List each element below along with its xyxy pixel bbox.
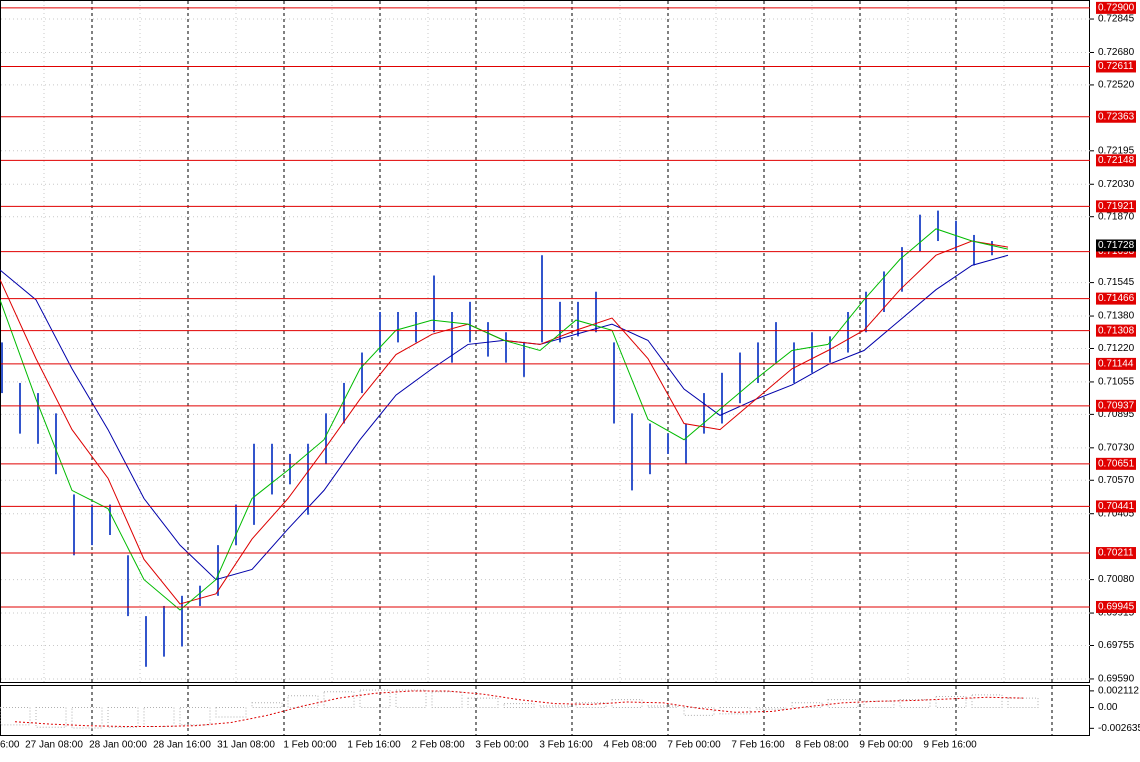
osc-bar [971,694,1003,709]
level-label-box [1096,60,1136,73]
level-label: 0.71698 [1098,246,1135,257]
osc-y-tick-label: 0.00 [1098,702,1118,713]
x-tick-label: 6:00 [0,740,20,751]
level-label: 0.72363 [1098,111,1135,122]
osc-bar [323,691,355,709]
y-tick-label: 0.71055 [1098,377,1135,388]
osc-bar [791,702,823,709]
x-tick-label: 2 Feb 08:00 [411,740,465,751]
y-tick-label: 0.72195 [1098,145,1135,156]
x-tick-label: 27 Jan 08:00 [25,740,83,751]
level-label: 0.70211 [1098,548,1134,559]
moving-average [0,228,1009,611]
x-tick-label: 3 Feb 16:00 [539,740,593,751]
osc-bar [683,707,715,716]
osc-bar [503,703,535,709]
osc-bar [431,691,463,709]
y-tick-label: 0.71380 [1098,311,1135,322]
level-label: 0.72611 [1098,61,1134,72]
level-label-box [1096,547,1136,560]
x-tick-label: 7 Feb 00:00 [667,740,721,751]
osc-bar [827,699,859,709]
osc-signal [14,690,1024,727]
osc-bar [755,707,787,710]
osc-bar [71,707,103,729]
current-price-box [1096,239,1136,252]
level-label: 0.72900 [1098,3,1135,14]
level-label-box [1096,399,1136,412]
y-tick-label: 0.70730 [1098,442,1135,453]
osc-bar [899,699,931,709]
level-label: 0.69945 [1098,602,1135,613]
osc-bar [539,705,571,709]
level-label-box [1096,154,1136,167]
osc-bar [935,695,967,709]
x-tick-label: 1 Feb 00:00 [283,740,337,751]
level-label: 0.71921 [1098,201,1135,212]
level-label: 0.70937 [1098,400,1135,411]
osc-bar [251,702,283,709]
level-label: 0.70441 [1098,501,1135,512]
level-label-box [1096,357,1136,370]
x-tick-label: 3 Feb 00:00 [475,740,529,751]
osc-bar [611,699,643,709]
y-tick-label: 0.70570 [1098,475,1135,486]
level-label-box [1096,200,1136,213]
level-label-box [1096,600,1136,613]
osc-bar [107,707,139,728]
osc-bar [647,705,679,709]
osc-bar [287,695,319,709]
level-label: 0.70651 [1098,458,1135,469]
osc-bar [575,702,607,709]
osc-bar [359,689,391,709]
oscillator-frame [0,685,1090,736]
y-tick-label: 0.72680 [1098,47,1135,58]
x-tick-label: 31 Jan 08:00 [217,740,275,751]
current-price-label: 0.71728 [1098,240,1135,251]
level-label-box [1096,1,1136,14]
y-tick-label: 0.72520 [1098,80,1135,91]
y-tick-label: 0.69915 [1098,608,1135,619]
y-tick-label: 0.72030 [1098,179,1135,190]
x-tick-label: 28 Jan 00:00 [89,740,147,751]
y-tick-label: 0.71870 [1098,211,1135,222]
osc-y-tick-label: -0.002635 [1098,723,1140,734]
level-label: 0.71308 [1098,325,1135,336]
y-tick-label: 0.69755 [1098,640,1135,651]
level-label-box [1096,457,1136,470]
osc-bar [0,707,31,726]
x-tick-label: 28 Jan 16:00 [153,740,211,751]
y-tick-label: 0.70405 [1098,508,1135,519]
x-tick-label: 4 Feb 08:00 [603,740,657,751]
y-tick-label: 0.70080 [1098,574,1135,585]
y-tick-label: 0.70895 [1098,409,1135,420]
x-tick-label: 1 Feb 16:00 [347,740,401,751]
x-tick-label: 9 Feb 16:00 [923,740,977,751]
level-label: 0.71466 [1098,293,1135,304]
y-tick-label: 0.71545 [1098,277,1135,288]
level-label-box [1096,500,1136,513]
level-label-box [1096,110,1136,123]
main-frame [0,0,1090,683]
level-label: 0.72148 [1098,155,1135,166]
y-tick-label: 0.71220 [1098,343,1135,354]
osc-y-tick-label: 0.002112 [1098,686,1139,697]
osc-bar [467,697,499,709]
y-tick-label: 0.72845 [1098,14,1135,25]
osc-bar [35,707,67,728]
level-label: 0.71144 [1098,359,1134,370]
x-tick-label: 8 Feb 08:00 [795,740,849,751]
x-tick-label: 9 Feb 00:00 [859,740,913,751]
y-tick-label: 0.69590 [1098,674,1135,685]
level-label-box [1096,324,1136,337]
osc-bar [395,689,427,709]
level-label-box [1096,292,1136,305]
osc-bar [179,707,211,726]
osc-bar [215,707,247,718]
x-tick-label: 7 Feb 16:00 [731,740,785,751]
